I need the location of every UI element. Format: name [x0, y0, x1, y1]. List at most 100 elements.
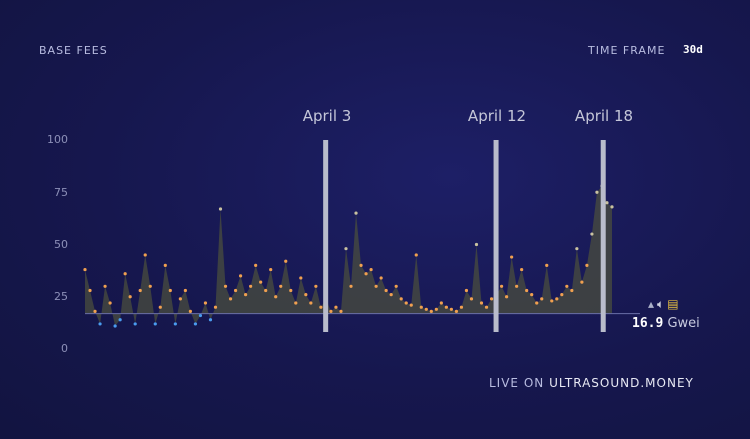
time-frame-label: TIME FRAME [588, 44, 666, 57]
y-tick-100: 100 [47, 133, 68, 146]
data-point [444, 305, 448, 309]
data-point [208, 318, 213, 322]
fee-area [85, 185, 612, 327]
data-point [314, 284, 318, 288]
data-point [555, 297, 559, 301]
data-point [565, 284, 569, 288]
data-point [489, 297, 494, 301]
data-point [309, 301, 313, 305]
data-point [399, 297, 403, 301]
data-point [203, 301, 208, 305]
data-point [83, 267, 87, 272]
data-point [213, 305, 218, 309]
marker-label-april-18: April 18 [574, 107, 634, 125]
data-point [249, 284, 253, 288]
data-point [133, 322, 137, 326]
data-point [178, 297, 182, 301]
data-point [374, 284, 378, 288]
data-point [299, 276, 303, 280]
data-point [540, 297, 544, 301]
data-point [188, 309, 192, 313]
data-point [449, 307, 453, 311]
data-point [535, 301, 539, 305]
data-point [580, 280, 584, 284]
data-point [118, 318, 122, 322]
footer: LIVE ON ULTRASOUND.MONEY [489, 376, 694, 390]
current-fee-value: 16.9 [632, 316, 664, 331]
data-point [223, 284, 228, 288]
data-point [520, 267, 524, 272]
data-point [590, 232, 594, 236]
data-point [183, 288, 187, 293]
y-tick-50: 50 [54, 238, 68, 251]
speaker-icon: 🔈︎ [657, 297, 665, 311]
data-point [103, 284, 107, 288]
data-point [499, 284, 504, 288]
data-point [143, 253, 147, 257]
data-point [595, 190, 599, 194]
data-point [254, 263, 258, 267]
data-point [264, 288, 268, 293]
data-point [515, 284, 519, 288]
data-point [198, 313, 203, 318]
data-point [454, 309, 459, 313]
data-point [294, 301, 298, 305]
barrier-icon: ▤ [667, 297, 679, 311]
data-point [530, 293, 534, 297]
footer-site-link[interactable]: ULTRASOUND.MONEY [549, 376, 694, 390]
marker-label-april-3: April 3 [302, 107, 352, 125]
data-point [349, 284, 353, 288]
data-point [128, 295, 132, 299]
data-point [434, 307, 438, 311]
data-point [404, 301, 408, 305]
data-point [274, 295, 278, 299]
bat-icon: ▴ [648, 297, 655, 311]
data-point [560, 293, 564, 297]
data-point [575, 247, 579, 251]
data-point [238, 274, 243, 278]
data-point [269, 267, 273, 272]
data-point [289, 288, 293, 293]
data-point [148, 284, 152, 288]
data-point [525, 288, 529, 293]
current-fee-unit: Gwei [667, 316, 700, 331]
data-point [419, 305, 423, 309]
data-point [354, 211, 358, 215]
data-point [93, 309, 97, 313]
marker-label-april-12: April 12 [467, 107, 527, 125]
data-point [484, 305, 489, 309]
data-point [464, 288, 469, 293]
data-point [424, 307, 428, 311]
data-point [284, 259, 288, 263]
data-point [193, 322, 198, 326]
data-point [279, 284, 283, 288]
data-point [138, 288, 142, 293]
y-tick-75: 75 [54, 186, 68, 199]
data-point [168, 288, 172, 293]
data-point [429, 309, 433, 313]
y-tick-0: 0 [61, 342, 68, 355]
data-point [88, 288, 92, 293]
data-point [334, 305, 338, 309]
data-point [364, 272, 368, 276]
current-fee: 16.9 Gwei [632, 316, 700, 331]
data-point [474, 242, 479, 247]
data-point [505, 295, 509, 299]
data-point [585, 263, 589, 267]
data-point [153, 322, 157, 326]
data-point [228, 297, 233, 301]
date-marker [600, 140, 606, 332]
data-point [163, 263, 167, 267]
data-point [329, 309, 333, 313]
data-point [389, 293, 393, 297]
data-point [469, 297, 474, 301]
time-frame-value[interactable]: 30d [683, 43, 703, 56]
data-point [233, 288, 238, 293]
data-point [319, 305, 323, 309]
data-point [510, 255, 514, 259]
y-tick-25: 25 [54, 290, 68, 303]
data-point [414, 253, 418, 257]
data-point [344, 247, 348, 251]
data-point [173, 322, 177, 326]
